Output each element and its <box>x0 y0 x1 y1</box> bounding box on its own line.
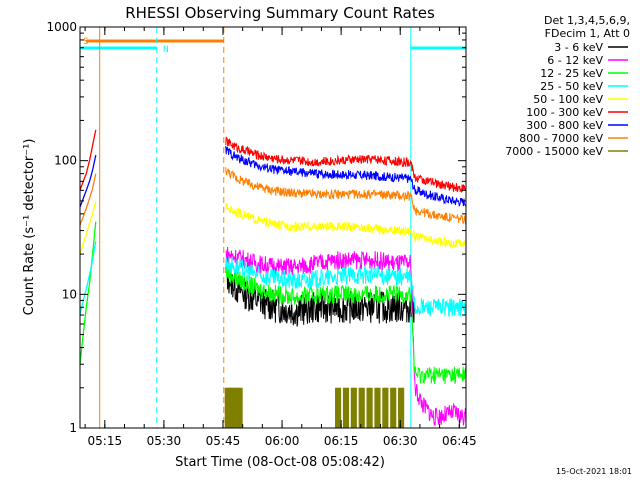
series-7000-15000-kev <box>224 387 405 428</box>
plot-frame <box>79 26 467 429</box>
early-series-line <box>79 221 97 365</box>
series-layer <box>79 129 467 428</box>
x-tick-label: 05:15 <box>88 434 123 448</box>
legend-header-line: FDecim 1, Att 0 <box>545 27 630 40</box>
y-tick-label: 1 <box>69 421 77 435</box>
x-axis: 05:15 05:30 05:45 06:00 06:15 06:30 06:45 <box>84 27 477 448</box>
early-series-line <box>79 200 97 255</box>
y-tick-label: 10 <box>62 287 77 301</box>
chart-title: RHESSI Observing Summary Count Rates <box>125 4 435 22</box>
legend-label: 3 - 6 keV <box>554 41 603 54</box>
y-tick-label: 100 <box>54 154 77 168</box>
x-tick-label: 05:45 <box>206 434 241 448</box>
mode-markers <box>99 27 467 428</box>
legend-label: 6 - 12 keV <box>547 54 603 67</box>
series-line <box>225 256 467 318</box>
legend-label: 7000 - 15000 keV <box>505 145 603 158</box>
series-line <box>225 203 467 249</box>
legend-header-line: Det 1,3,4,5,6,9, <box>544 14 630 27</box>
x-tick-label: 06:30 <box>383 434 418 448</box>
legend-label: 12 - 25 keV <box>540 67 603 80</box>
flag-bars: SN <box>80 37 466 55</box>
series-100-300-kev <box>225 136 467 193</box>
y-axis: 1 10 100 1000 <box>46 20 466 435</box>
legend-label: 25 - 50 keV <box>540 80 603 93</box>
series-12-25-kev <box>225 265 467 385</box>
series-line <box>225 145 467 207</box>
series-line <box>225 265 467 385</box>
x-tick-label: 06:45 <box>442 434 477 448</box>
footer-timestamp: 15-Oct-2021 18:01 <box>556 467 632 476</box>
legend-label: 50 - 100 keV <box>533 93 603 106</box>
series-line <box>225 136 467 193</box>
early-series-line <box>79 173 97 226</box>
x-axis-title: Start Time (08-Oct-08 05:08:42) <box>175 455 385 470</box>
legend-label: 300 - 800 keV <box>526 119 603 132</box>
x-tick-label: 06:15 <box>324 434 359 448</box>
series-line <box>225 167 467 225</box>
y-axis-label: Count Rate (s⁻¹ detector⁻¹) <box>22 139 37 316</box>
series-800-7000-kev <box>225 167 467 225</box>
early-series-line <box>79 240 97 316</box>
series-line <box>225 263 415 327</box>
early-series-line <box>79 129 97 191</box>
early-series-line <box>79 154 97 208</box>
flag-label: S <box>83 37 88 47</box>
legend-label: 100 - 300 keV <box>526 106 603 119</box>
flag-label: N <box>163 45 168 55</box>
series-50-100-kev <box>225 203 467 249</box>
series-3-6-kev <box>225 263 415 327</box>
y-axis-title: Count Rate (s⁻¹ detector⁻¹) <box>22 139 37 316</box>
y-tick-label: 1000 <box>46 20 77 34</box>
series-25-50-kev <box>225 256 467 318</box>
series-300-800-kev <box>225 145 467 207</box>
x-tick-label: 06:00 <box>265 434 300 448</box>
legend-label: 800 - 7000 keV <box>519 132 603 145</box>
legend: Det 1,3,4,5,6,9,FDecim 1, Att 03 - 6 keV… <box>505 14 630 158</box>
x-tick-label: 05:30 <box>147 434 182 448</box>
